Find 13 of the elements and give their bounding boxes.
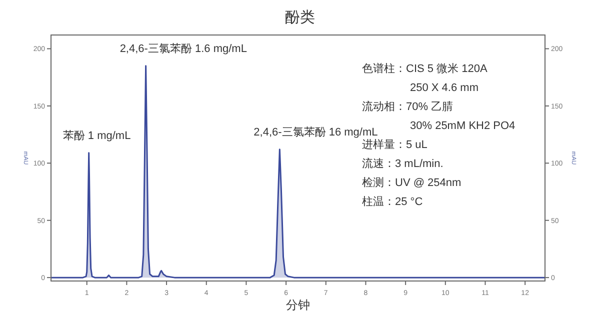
annotation: 苯酚 1 mg/mL xyxy=(62,128,131,142)
chart-title: 酚类 xyxy=(285,9,315,26)
annotation: 色谱柱：CIS 5 微米 120A xyxy=(362,62,488,75)
annotation: 2,4,6-三氯苯酚 1.6 mg/mL xyxy=(120,42,247,55)
x-axis-title: 分钟 xyxy=(286,298,310,312)
annotation: 流动相：70% 乙腈 xyxy=(362,100,454,113)
annotation: 250 X 4.6 mm xyxy=(410,82,478,94)
annotation: 进样量：5 uL xyxy=(362,138,428,151)
annotation: 检测：UV @ 254nm xyxy=(362,177,462,189)
annotation: 30% 25mM KH2 PO4 xyxy=(410,120,516,132)
annotation: 流速：3 mL/min. xyxy=(362,157,444,170)
annotation: 柱温：25 °C xyxy=(362,196,423,208)
annotation: 2,4,6-三氯苯酚 16 mg/mL xyxy=(254,125,378,138)
